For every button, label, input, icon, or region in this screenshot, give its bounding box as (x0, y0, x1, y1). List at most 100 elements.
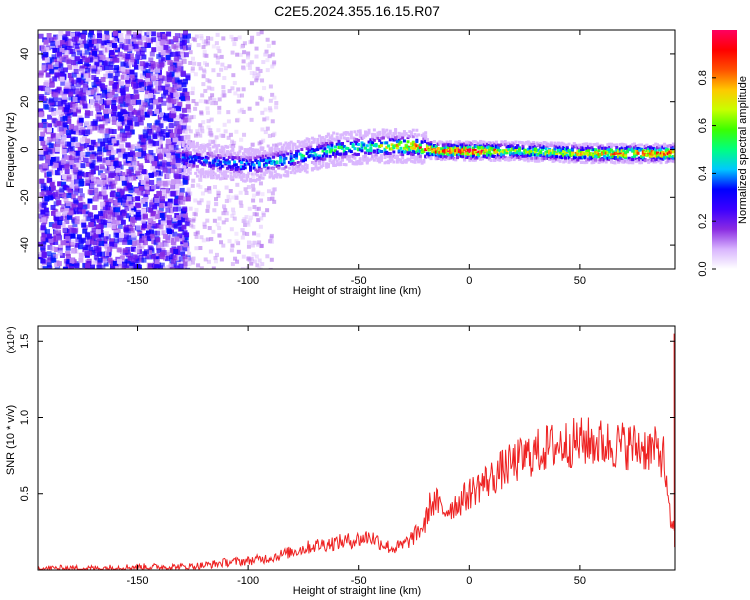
heatmap-cell (256, 218, 261, 223)
heatmap-cell (314, 161, 318, 165)
heatmap-cell (258, 95, 263, 100)
heatmap-cell (124, 234, 130, 240)
heatmap-cell (480, 149, 484, 153)
heatmap-cell (150, 31, 156, 37)
heatmap-cell (211, 140, 216, 145)
heatmap-cell (282, 150, 286, 154)
heatmap-cell (369, 141, 373, 145)
heatmap-cell (70, 136, 76, 142)
heatmap-cell (319, 137, 323, 141)
heatmap-cell (156, 32, 162, 38)
heatmap-cell (107, 47, 113, 53)
heatmap-cell (208, 164, 212, 168)
heatmap-cell (379, 150, 383, 154)
heatmap-cell (96, 232, 102, 238)
heatmap-cell (145, 76, 151, 82)
heatmap-cell (533, 150, 537, 154)
heatmap-cell (328, 142, 332, 146)
heatmap-cell (88, 41, 94, 47)
heatmap-cell (169, 132, 175, 138)
heatmap-cell (378, 157, 382, 161)
heatmap-cell (182, 261, 188, 267)
heatmap-cell (156, 248, 162, 254)
heatmap-cell (174, 77, 180, 83)
heatmap-cell (528, 149, 532, 153)
heatmap-cell (159, 196, 165, 202)
heatmap-cell (191, 178, 196, 183)
heatmap-cell (272, 175, 276, 179)
heatmap-cell (82, 228, 88, 234)
heatmap-cell (466, 151, 470, 155)
heatmap-cell (337, 140, 341, 144)
heatmap-cell (159, 262, 165, 268)
heatmap-cell (457, 140, 461, 144)
heatmap-cell (360, 136, 364, 140)
heatmap-cell (418, 143, 422, 147)
heatmap-cell (112, 83, 118, 89)
heatmap-cell (539, 150, 543, 154)
heatmap-cell (466, 148, 470, 152)
heatmap-cell (295, 145, 299, 149)
heatmap-cell (168, 223, 174, 229)
heatmap-cell (470, 153, 474, 157)
heatmap-cell (217, 105, 222, 110)
heatmap-cell (316, 137, 320, 141)
heatmap-cell (252, 163, 256, 167)
heatmap-cell (528, 141, 532, 145)
heatmap-cell (85, 90, 91, 96)
heatmap-cell (261, 176, 265, 180)
heatmap-cell (83, 245, 89, 251)
heatmap-cell (533, 147, 537, 151)
heatmap-cell (498, 156, 502, 160)
heatmap-cell (335, 162, 339, 166)
heatmap-cell (509, 153, 513, 157)
heatmap-cell (268, 98, 273, 103)
heatmap-cell (162, 193, 168, 199)
heatmap-cell (206, 160, 211, 165)
heatmap-cell (418, 154, 422, 158)
heatmap-cell (188, 171, 192, 175)
heatmap-cell (392, 146, 396, 150)
heatmap-cell (441, 141, 445, 145)
heatmap-cell (142, 201, 148, 207)
heatmap-cell (532, 153, 536, 157)
heatmap-cell (372, 154, 376, 158)
heatmap-cell (226, 135, 231, 140)
heatmap-cell (553, 147, 557, 151)
heatmap-cell (195, 156, 199, 160)
heatmap-cell (252, 74, 257, 79)
heatmap-cell (209, 117, 214, 122)
heatmap-cell (241, 59, 246, 64)
heatmap-cell (125, 213, 131, 219)
heatmap-cell (150, 63, 156, 69)
heatmap-cell (166, 220, 172, 226)
heatmap-cell (395, 143, 399, 147)
heatmap-cell (146, 109, 152, 115)
heatmap-cell (120, 101, 126, 107)
heatmap-cell (509, 145, 513, 149)
heatmap-cell (152, 204, 158, 210)
heatmap-cell (238, 52, 243, 57)
heatmap-cell (268, 147, 272, 151)
heatmap-cell (137, 40, 143, 46)
heatmap-cell (180, 93, 186, 99)
heatmap-cell (146, 236, 152, 242)
heatmap-cell (251, 252, 256, 257)
heatmap-cell (526, 157, 530, 161)
heatmap-cell (411, 135, 415, 139)
heatmap-cell (61, 203, 67, 209)
heatmap-cell (402, 132, 406, 136)
heatmap-cell (235, 52, 240, 57)
heatmap-cell (500, 143, 504, 147)
heatmap-cell (471, 154, 475, 158)
heatmap-cell (50, 40, 56, 46)
heatmap-cell (179, 37, 185, 43)
heatmap-cell (154, 120, 160, 126)
heatmap-cell (153, 80, 159, 86)
heatmap-cell (105, 70, 111, 76)
heatmap-cell (417, 133, 421, 137)
heatmap-cell (53, 92, 59, 98)
heatmap-cell (262, 117, 267, 122)
heatmap-cell (355, 153, 359, 157)
heatmap-cell (89, 145, 95, 151)
